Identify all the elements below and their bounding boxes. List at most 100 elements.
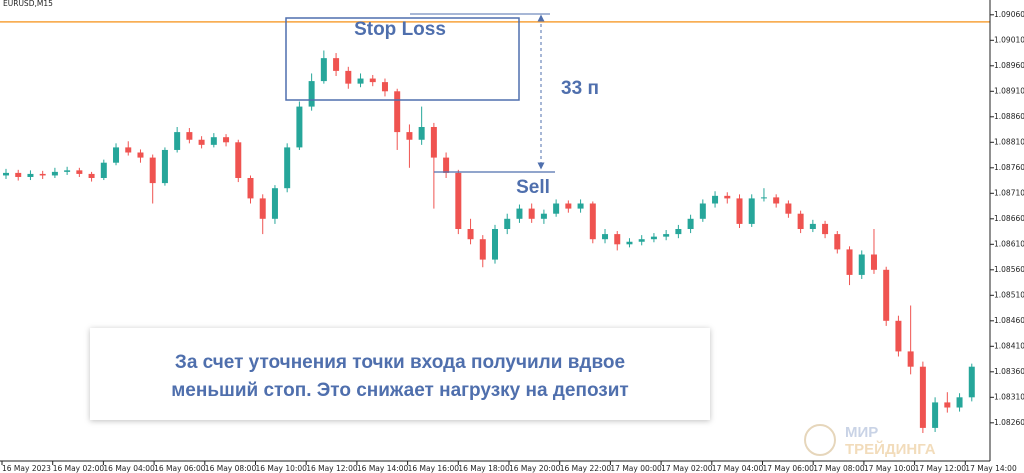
candle-body bbox=[15, 172, 22, 177]
candle-body bbox=[944, 402, 951, 408]
symbol-label: EURUSD,M15 bbox=[3, 0, 53, 8]
x-tick-label: 16 May 08:00 bbox=[205, 464, 257, 473]
y-tick-label: 1.08460 bbox=[994, 316, 1024, 325]
candle-body bbox=[528, 208, 535, 219]
candle-body bbox=[687, 218, 694, 229]
candle-body bbox=[247, 177, 254, 199]
candle-body bbox=[430, 126, 437, 158]
watermark-text: ТРЕЙДИНГА bbox=[845, 440, 936, 458]
candle-body bbox=[345, 70, 352, 84]
candle-body bbox=[932, 402, 939, 428]
candle-body bbox=[516, 208, 523, 219]
candle-body bbox=[64, 170, 71, 172]
candle-body bbox=[553, 203, 560, 214]
candle-body bbox=[540, 213, 547, 219]
candle-body bbox=[418, 126, 425, 140]
candle-body bbox=[296, 106, 303, 148]
candle-body bbox=[76, 170, 83, 174]
x-tick-label: 16 May 22:00 bbox=[560, 464, 612, 473]
x-tick-label: 17 May 00:00 bbox=[610, 464, 662, 473]
candle-body bbox=[369, 78, 376, 83]
candle-body bbox=[3, 172, 9, 176]
candle-body bbox=[467, 229, 474, 240]
candle-body bbox=[663, 234, 670, 237]
y-tick-label: 1.08410 bbox=[994, 341, 1024, 350]
candle-body bbox=[381, 82, 388, 92]
y-tick-label: 1.09010 bbox=[994, 35, 1024, 44]
candle-body bbox=[320, 58, 327, 82]
candle-body bbox=[174, 132, 181, 150]
candle-body bbox=[846, 249, 853, 275]
candle-body bbox=[113, 147, 120, 163]
x-tick-label: 16 May 10:00 bbox=[256, 464, 308, 473]
candle-body bbox=[956, 397, 963, 408]
x-tick-label: 16 May 20:00 bbox=[509, 464, 561, 473]
candle-body bbox=[455, 172, 462, 229]
candle-body bbox=[137, 152, 144, 158]
candle-body bbox=[223, 137, 230, 143]
x-tick-label: 16 May 14:00 bbox=[357, 464, 409, 473]
y-tick-label: 1.08360 bbox=[994, 367, 1024, 376]
watermark-text: МИР bbox=[845, 424, 878, 441]
x-tick-label: 17 May 14:00 bbox=[965, 464, 1017, 473]
y-tick-label: 1.08760 bbox=[994, 163, 1024, 172]
candle-body bbox=[736, 198, 743, 224]
candle-body bbox=[565, 203, 572, 209]
candle-body bbox=[858, 254, 865, 275]
candle-body bbox=[785, 203, 792, 214]
note-line: За счет уточнения точки входа получили в… bbox=[175, 352, 625, 373]
y-tick-label: 1.08260 bbox=[994, 418, 1024, 427]
y-tick-label: 1.08510 bbox=[994, 290, 1024, 299]
candle-body bbox=[88, 173, 95, 178]
candle-body bbox=[968, 366, 975, 398]
candle-body bbox=[27, 173, 34, 177]
note-line: меньший стоп. Это снижает нагрузку на де… bbox=[171, 380, 629, 401]
stop-box bbox=[285, 17, 520, 101]
candle-body bbox=[259, 198, 266, 219]
distance-label: 33 п bbox=[561, 78, 599, 99]
candle-body bbox=[822, 223, 829, 235]
candle-body bbox=[809, 223, 816, 229]
y-tick-label: 1.08860 bbox=[994, 112, 1024, 121]
x-tick-label: 16 May 12:00 bbox=[306, 464, 358, 473]
candle-body bbox=[907, 351, 914, 367]
candle-body bbox=[895, 320, 902, 352]
y-tick-label: 1.09060 bbox=[994, 10, 1024, 19]
candle-body bbox=[357, 78, 364, 84]
y-tick-label: 1.08910 bbox=[994, 86, 1024, 95]
x-tick-label: 16 May 06:00 bbox=[154, 464, 206, 473]
candle-body bbox=[333, 58, 340, 71]
x-tick-label: 16 May 18:00 bbox=[458, 464, 510, 473]
candle-body bbox=[834, 234, 841, 250]
candle-body bbox=[577, 203, 584, 209]
watermark-logo bbox=[804, 424, 836, 456]
candle-body bbox=[284, 147, 291, 189]
candle-body bbox=[271, 188, 278, 219]
x-tick-label: 17 May 08:00 bbox=[813, 464, 865, 473]
candle-body bbox=[406, 132, 413, 140]
sell-label: Sell bbox=[516, 177, 550, 198]
candle-body bbox=[870, 254, 877, 270]
x-tick-label: 16 May 04:00 bbox=[103, 464, 155, 473]
candle-body bbox=[149, 157, 156, 184]
y-tick-label: 1.08310 bbox=[994, 392, 1024, 401]
candle-body bbox=[235, 142, 242, 178]
x-tick-label: 17 May 02:00 bbox=[661, 464, 713, 473]
candle-body bbox=[161, 149, 168, 184]
candle-body bbox=[186, 132, 193, 140]
candle-body bbox=[198, 139, 205, 145]
candle-body bbox=[883, 269, 890, 321]
y-tick-label: 1.08560 bbox=[994, 265, 1024, 274]
note-box bbox=[90, 328, 710, 420]
candle-body bbox=[125, 147, 132, 153]
candle-body bbox=[748, 198, 755, 224]
candle-body bbox=[650, 236, 657, 240]
candle-body bbox=[394, 91, 401, 133]
y-tick-label: 1.08810 bbox=[994, 137, 1024, 146]
x-tick-label: 16 May 02:00 bbox=[53, 464, 105, 473]
candle-body bbox=[724, 195, 731, 199]
candle-body bbox=[100, 162, 107, 178]
y-tick-label: 1.08960 bbox=[994, 61, 1024, 70]
y-tick-label: 1.08660 bbox=[994, 214, 1024, 223]
